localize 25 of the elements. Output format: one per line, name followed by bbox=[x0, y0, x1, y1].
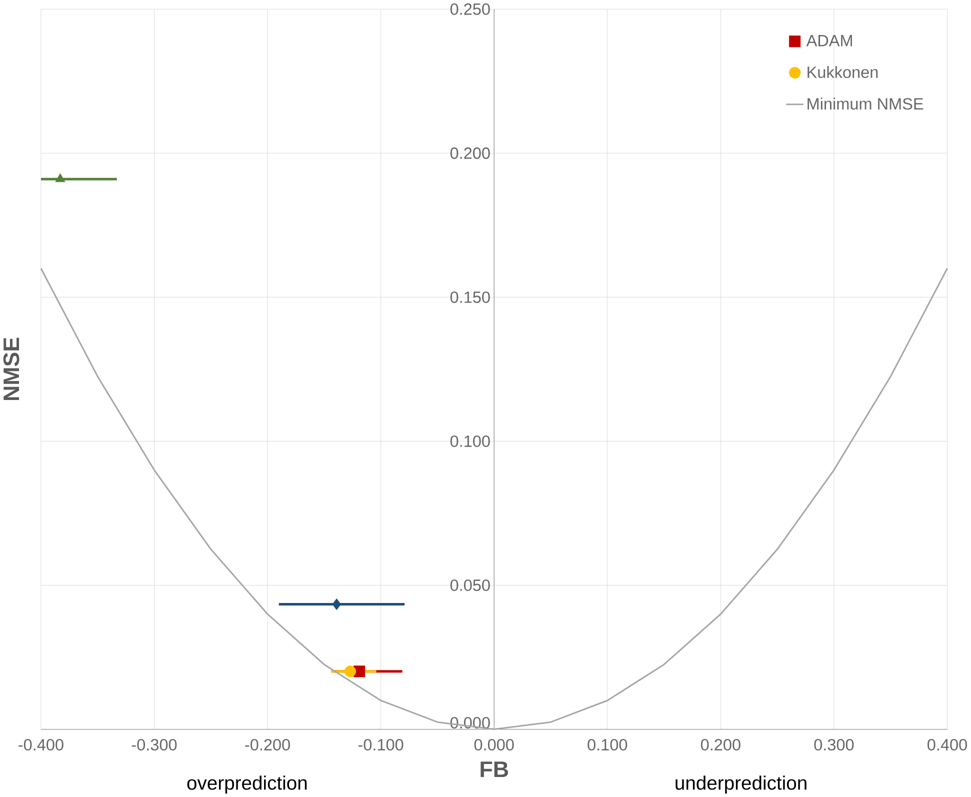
y-tick-label: 0.100 bbox=[450, 435, 490, 447]
x-axis-title: FB bbox=[480, 762, 508, 777]
legend-label: Minimum NMSE bbox=[808, 98, 924, 110]
x-tick-label: 0.300 bbox=[814, 739, 854, 751]
line-series bbox=[40, 268, 948, 730]
y-tick-label: 0.150 bbox=[450, 291, 490, 303]
y-tick-label: 0.250 bbox=[450, 3, 490, 15]
y-axis-title: NMSE bbox=[3, 338, 20, 400]
legend-label: Kukkonen bbox=[808, 66, 878, 78]
y-tick-label: 0.050 bbox=[450, 580, 490, 592]
y-tick-label: 0.200 bbox=[450, 147, 490, 159]
x-tick-label: 0.000 bbox=[474, 739, 514, 751]
x-tick-label: -0.200 bbox=[245, 739, 290, 751]
x-tick-label: -0.300 bbox=[132, 739, 177, 751]
x-tick-label: -0.400 bbox=[18, 739, 64, 751]
text: overprediction bbox=[187, 776, 307, 794]
x-tick-label: -0.100 bbox=[358, 739, 404, 751]
text: underprediction bbox=[676, 776, 806, 794]
x-tick-label: 0.100 bbox=[588, 739, 628, 751]
x-tick-label: 0.400 bbox=[928, 739, 967, 751]
point bbox=[55, 173, 66, 182]
point bbox=[332, 598, 342, 610]
legend-label: ADAM bbox=[806, 35, 852, 46]
x-tick-label: 0.200 bbox=[700, 739, 740, 751]
point bbox=[344, 666, 356, 678]
